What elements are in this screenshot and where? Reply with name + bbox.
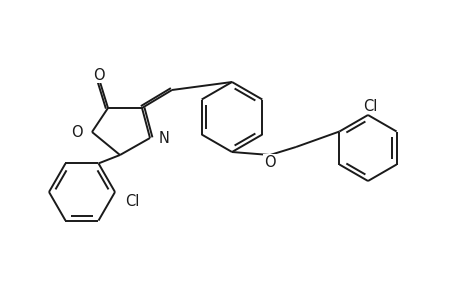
Text: Cl: Cl xyxy=(362,98,376,113)
Text: N: N xyxy=(159,130,169,146)
Text: O: O xyxy=(263,154,275,169)
Text: O: O xyxy=(93,68,105,82)
Text: O: O xyxy=(71,124,83,140)
Text: Cl: Cl xyxy=(125,194,139,209)
